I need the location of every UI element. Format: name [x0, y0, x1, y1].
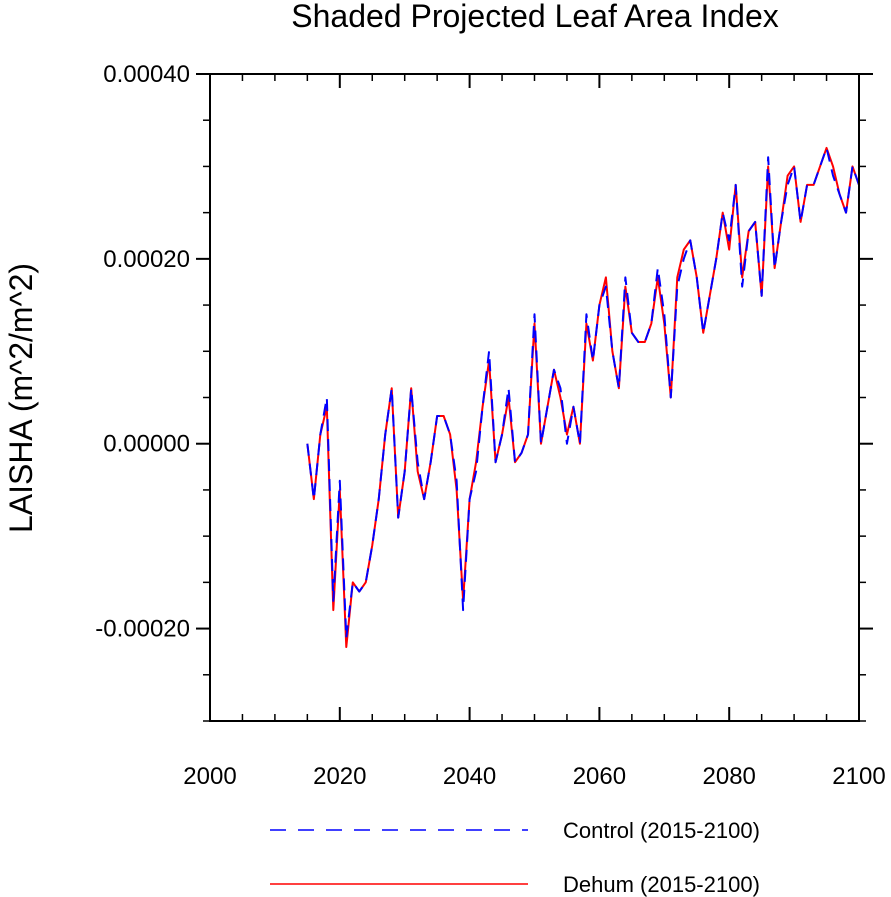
- legend-label-dehum: Dehum (2015-2100): [563, 872, 760, 897]
- legend: Control (2015-2100) Dehum (2015-2100): [270, 818, 760, 897]
- y-axis-label: LAISHA (m^2/m^2): [3, 263, 39, 533]
- x-tick-label: 2040: [443, 763, 496, 790]
- legend-label-control: Control (2015-2100): [563, 818, 760, 843]
- tick-labels: 2000 2020 2040 2060 2080 2100 -0.00020 0.00000 0…: [95, 61, 885, 790]
- series-line-control: [306, 146, 860, 639]
- tick-marks: [196, 73, 873, 722]
- x-tick-label: 2020: [313, 763, 366, 790]
- y-tick-label: 0.00000: [103, 431, 190, 458]
- x-tick-label: 2100: [832, 763, 885, 790]
- y-tick-label: 0.00040: [103, 61, 190, 88]
- x-tick-label: 2080: [703, 763, 756, 790]
- y-tick-label: -0.00020: [95, 616, 190, 643]
- x-tick-label: 2000: [183, 763, 236, 790]
- x-tick-label: 2060: [573, 763, 626, 790]
- series-lines: [306, 146, 860, 649]
- y-tick-label: 0.00020: [103, 246, 190, 273]
- plot-frame: [209, 73, 860, 722]
- chart-title: Shaded Projected Leaf Area Index: [291, 0, 778, 34]
